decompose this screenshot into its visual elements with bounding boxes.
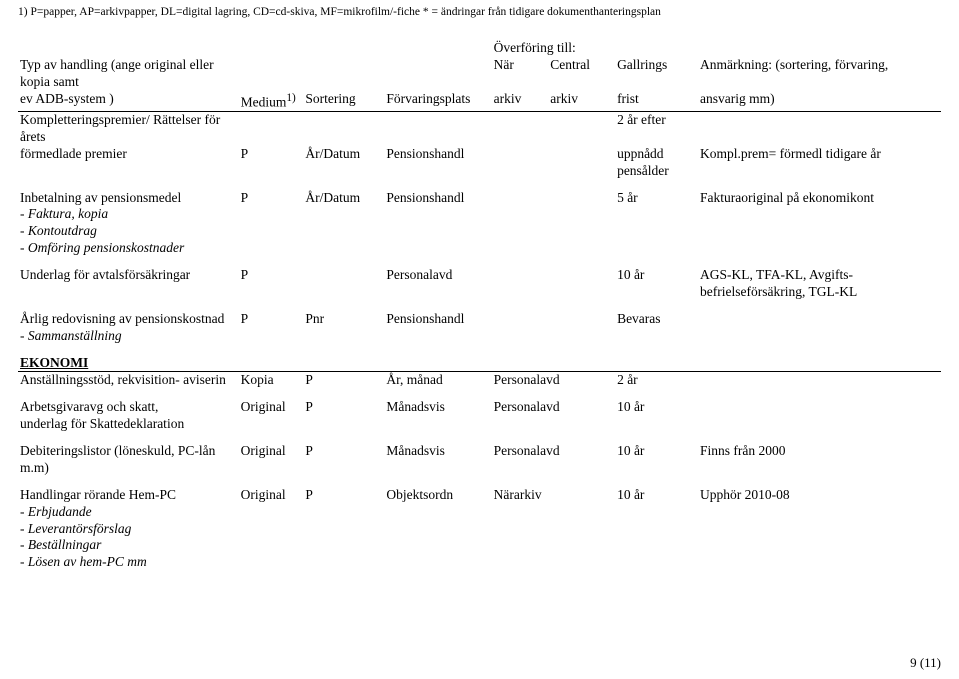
r2-sub1: - Faktura, kopia <box>18 206 239 223</box>
r8-med: Original <box>239 487 304 504</box>
document-table: Överföring till: Typ av handling (ange o… <box>18 40 941 571</box>
r5-typ1: Anställningsstöd, rekvisition- aviserin <box>18 372 239 389</box>
r2-typ1: Inbetalning av pensionsmedel <box>18 190 239 207</box>
r8-forv: Närarkiv <box>492 487 549 504</box>
r4-forv: Pensionshandl <box>384 311 491 328</box>
hdr-anm1: Anmärkning: (sortering, förvaring, <box>698 57 941 91</box>
hdr-forv: Förvaringsplats <box>384 91 491 112</box>
r8-anm: Upphör 2010-08 <box>698 487 941 504</box>
r3-anm1: AGS-KL, TFA-KL, Avgifts- <box>698 267 941 284</box>
r1-sort: År/Datum <box>303 146 384 163</box>
r7-gall: 10 år <box>615 443 698 460</box>
r1-p: P <box>239 146 304 163</box>
r5-sort: År, månad <box>384 372 491 389</box>
r1-gall1: 2 år efter <box>615 112 698 146</box>
r8-gall: 10 år <box>615 487 698 504</box>
r4-p: P <box>239 311 304 328</box>
hdr-typ2: ev ADB-system ) <box>18 91 239 112</box>
hdr-cent1: Central <box>548 57 615 91</box>
hdr-nar1: När <box>492 57 549 91</box>
r5-med: Kopia <box>239 372 304 389</box>
r8-sub3: - Beställningar <box>18 537 239 554</box>
page-number: 9 (11) <box>910 655 941 671</box>
legend-text: 1) P=papper, AP=arkivpapper, DL=digital … <box>18 6 941 18</box>
r5-p: P <box>303 372 384 389</box>
hdr-sort: Sortering <box>303 91 384 112</box>
hdr-over: Överföring till: <box>492 40 698 57</box>
r8-sub4: - Lösen av hem-PC mm <box>18 554 239 571</box>
r5-forv: Personalavd <box>492 372 549 389</box>
hdr-medium-sup: 1) <box>286 92 295 104</box>
hdr-typ1: Typ av handling (ange original eller kop… <box>18 57 239 91</box>
r2-forv: Pensionshandl <box>384 190 491 207</box>
r1-forv: Pensionshandl <box>384 146 491 163</box>
r2-sub3: - Omföring pensionskostnader <box>18 240 239 257</box>
r8-sub1: - Erbjudande <box>18 504 239 521</box>
r6-p: P <box>303 399 384 416</box>
hdr-gall1: Gallrings <box>615 57 698 91</box>
r6-sort: Månadsvis <box>384 399 491 416</box>
r6-gall: 10 år <box>615 399 698 416</box>
r6-forv: Personalavd <box>492 399 549 416</box>
r1-gall2: uppnådd <box>615 146 698 163</box>
r2-sub2: - Kontoutdrag <box>18 223 239 240</box>
r7-anm: Finns från 2000 <box>698 443 941 460</box>
r3-forv: Personalavd <box>384 267 491 284</box>
r7-typ1: Debiteringslistor (löneskuld, PC-lån <box>18 443 239 460</box>
hdr-gall2: frist <box>615 91 698 112</box>
r6-typ1: Arbetsgivaravg och skatt, <box>18 399 239 416</box>
r3-p: P <box>239 267 304 284</box>
r7-forv: Personalavd <box>492 443 549 460</box>
r4-typ1: Årlig redovisning av pensionskostnad <box>18 311 239 328</box>
r6-med: Original <box>239 399 304 416</box>
r2-anm: Fakturaoriginal på ekonomikont <box>698 190 941 207</box>
r2-gall: 5 år <box>615 190 698 207</box>
hdr-medium: Medium1) <box>239 91 304 112</box>
r2-sort: År/Datum <box>303 190 384 207</box>
r8-p: P <box>303 487 384 504</box>
r4-gall: Bevaras <box>615 311 698 328</box>
hdr-nar2: arkiv <box>492 91 549 112</box>
r7-med: Original <box>239 443 304 460</box>
r3-typ1: Underlag för avtalsförsäkringar <box>18 267 239 284</box>
hdr-cent2: arkiv <box>548 91 615 112</box>
hdr-anm2: ansvarig mm) <box>698 91 941 112</box>
r4-sub1: - Sammanställning <box>18 328 239 345</box>
r1-anm: Kompl.prem= förmedl tidigare år <box>698 146 941 163</box>
hdr-medium-t: Medium <box>241 94 287 109</box>
r1-gall3: pensålder <box>615 163 698 180</box>
r7-p: P <box>303 443 384 460</box>
r7-sort: Månadsvis <box>384 443 491 460</box>
r8-sub2: - Leverantörsförslag <box>18 521 239 538</box>
r8-sort: Objektsordn <box>384 487 491 504</box>
r5-gall: 2 år <box>615 372 698 389</box>
r6-typ2: underlag för Skattedeklaration <box>18 416 239 433</box>
r3-anm2: befrielseförsäkring, TGL-KL <box>698 284 941 301</box>
r8-typ1: Handlingar rörande Hem-PC <box>18 487 239 504</box>
r3-gall: 10 år <box>615 267 698 284</box>
r4-sort: Pnr <box>303 311 384 328</box>
r2-p: P <box>239 190 304 207</box>
r7-typ2: m.m) <box>18 460 239 477</box>
r1-typ2: förmedlade premier <box>18 146 239 163</box>
section-ekonomi: EKONOMI <box>20 355 88 370</box>
r1-typ1: Kompletteringspremier/ Rättelser för åre… <box>18 112 239 146</box>
